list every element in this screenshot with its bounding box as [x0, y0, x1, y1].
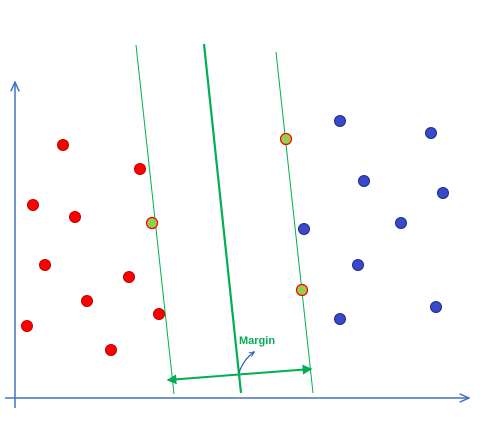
class-b-point — [430, 301, 442, 313]
right-margin-line — [275, 51, 314, 394]
class-a-point — [21, 320, 33, 332]
class-a-point — [39, 259, 51, 271]
class-a-point — [27, 199, 39, 211]
support-vector-class-b — [279, 132, 293, 146]
class-b-point — [358, 175, 370, 187]
class-b-points — [298, 115, 449, 325]
class-b-point — [334, 313, 346, 325]
class-a-points — [21, 139, 165, 356]
class-b-point — [298, 223, 310, 235]
support-vector-class-b — [295, 283, 309, 297]
margin-width-arrow — [166, 364, 313, 385]
class-a-point — [123, 271, 135, 283]
support-vectors — [145, 132, 309, 297]
class-a-point — [153, 308, 165, 320]
class-a-point — [81, 295, 93, 307]
class-b-point — [437, 187, 449, 199]
class-b-point — [425, 127, 437, 139]
class-b-point — [395, 217, 407, 229]
margin-label: Margin — [239, 335, 275, 347]
support-vector-class-a — [145, 216, 159, 230]
margin-pointer-arrow — [238, 352, 254, 374]
class-a-point — [57, 139, 69, 151]
decision-boundary — [202, 43, 243, 394]
class-b-point — [334, 115, 346, 127]
class-a-point — [69, 211, 81, 223]
class-a-point — [134, 163, 146, 175]
class-b-point — [352, 259, 364, 271]
class-a-point — [105, 344, 117, 356]
